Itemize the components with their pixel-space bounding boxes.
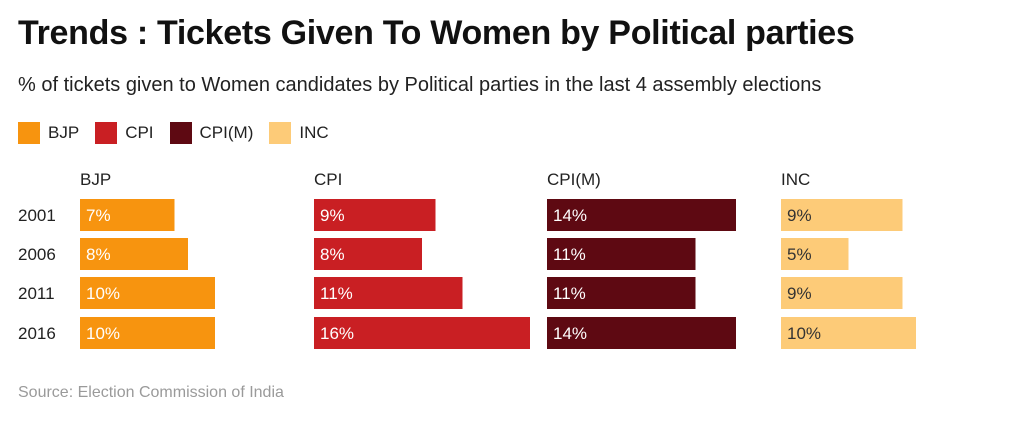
legend-swatch: [95, 122, 118, 144]
bar-cpi-2016: [314, 317, 530, 349]
bar-inc-2011: [781, 277, 903, 309]
legend-label: INC: [299, 123, 329, 142]
legend-swatch: [18, 122, 40, 144]
bar-cpi-m-2001: [547, 199, 736, 231]
bar-chart: BJP 7% 8% 10% 10% CPI 9% 8% 11% 16% CPI(M) 14% 11% 11…: [18, 170, 916, 349]
bar-cpi-2006: [314, 238, 422, 270]
data-label: 11%: [553, 284, 586, 303]
chart-title: Trends : Tickets Given To Women by Polit…: [18, 14, 855, 52]
legend-item-cpi: CPI: [95, 122, 154, 144]
category-label-2001: 2001: [18, 206, 56, 225]
legend-item-cpi-m: CPI(M): [169, 122, 254, 144]
panel-header-bjp: BJP: [80, 170, 111, 189]
data-label: 10%: [86, 324, 120, 343]
data-label: 10%: [787, 324, 821, 343]
data-label: 14%: [553, 206, 587, 225]
data-label: 10%: [86, 284, 120, 303]
legend-label: BJP: [48, 123, 80, 142]
bar-cpi-m-2011: [547, 277, 696, 309]
data-label: 8%: [86, 245, 111, 264]
data-label: 9%: [787, 206, 812, 225]
legend: BJP CPI CPI(M) INC: [18, 121, 345, 145]
bar-bjp-2011: [80, 277, 215, 309]
category-label-2016: 2016: [18, 324, 56, 343]
source-note: Source: Election Commission of India: [18, 384, 284, 401]
bar-inc-2016: [781, 317, 916, 349]
data-label: 9%: [320, 206, 345, 225]
legend-swatch: [169, 122, 192, 144]
data-label: 5%: [787, 245, 812, 264]
bar-bjp-2016: [80, 317, 215, 349]
data-label: 7%: [86, 206, 111, 225]
bar-bjp-2006: [80, 238, 188, 270]
bar-inc-2001: [781, 199, 903, 231]
chart-subtitle: % of tickets given to Women candidates b…: [18, 74, 822, 96]
legend-item-inc: INC: [269, 122, 329, 144]
bar-bjp-2001: [80, 199, 175, 231]
data-label: 11%: [320, 284, 353, 303]
bar-cpi-2001: [314, 199, 436, 231]
bar-cpi-m-2016: [547, 317, 736, 349]
bar-cpi-2011: [314, 277, 463, 309]
category-label-2011: 2011: [18, 284, 55, 303]
legend-item-bjp: BJP: [18, 122, 79, 144]
bar-cpi-m-2006: [547, 238, 696, 270]
panel-header-cpi: CPI: [314, 170, 342, 189]
category-label-2006: 2006: [18, 245, 56, 264]
panel-header-cpi-m: CPI(M): [547, 170, 601, 189]
data-label: 8%: [320, 245, 345, 264]
data-label: 9%: [787, 284, 812, 303]
data-label: 11%: [553, 245, 586, 264]
legend-label: CPI(M): [199, 123, 254, 142]
legend-swatch: [269, 122, 292, 144]
data-label: 16%: [320, 324, 354, 343]
panel-header-inc: INC: [781, 170, 810, 189]
data-label: 14%: [553, 324, 587, 343]
legend-label: CPI: [125, 123, 154, 142]
bar-inc-2006: [781, 238, 849, 270]
